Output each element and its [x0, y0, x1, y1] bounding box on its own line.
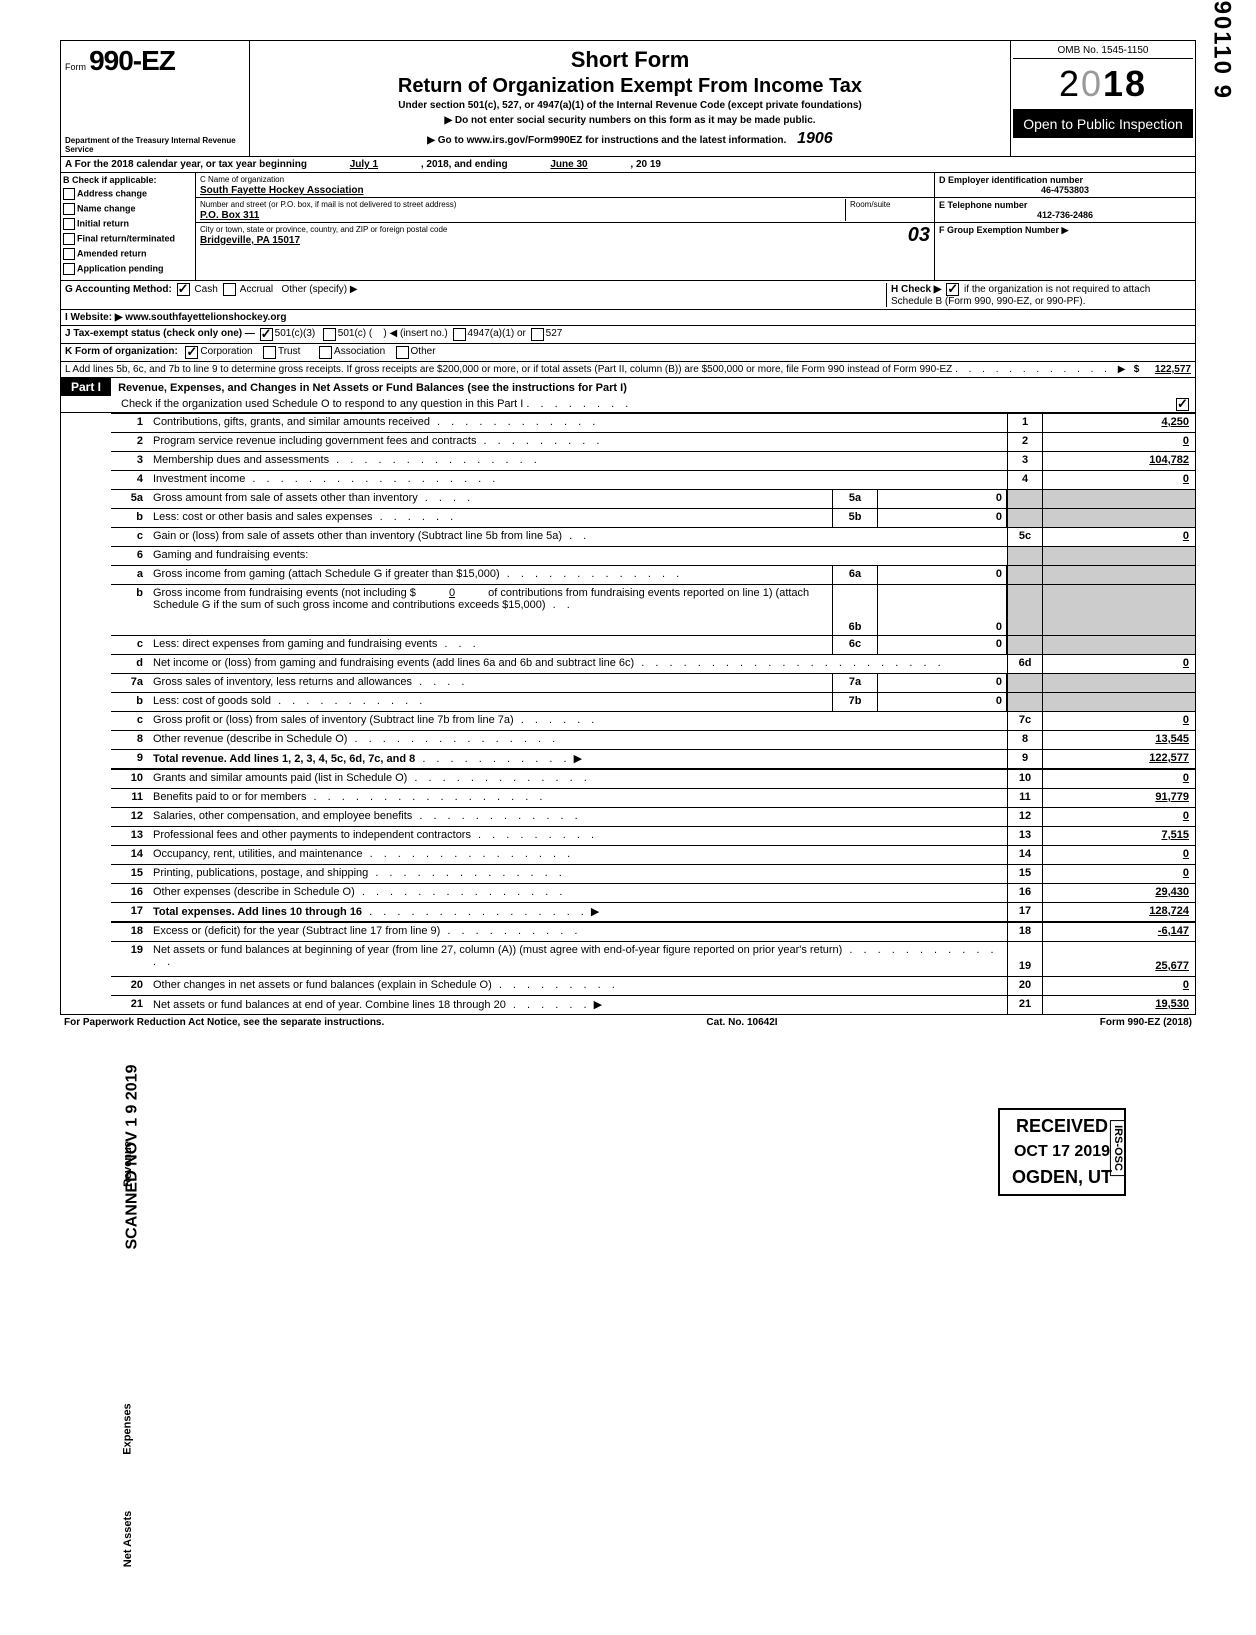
omb-number: OMB No. 1545-1150 — [1013, 43, 1193, 59]
section-bcd: B Check if applicable: Address change Na… — [60, 173, 1196, 281]
line-12: 12 Salaries, other compensation, and emp… — [111, 807, 1195, 826]
line-3: 3 Membership dues and assessments . . . … — [111, 451, 1195, 470]
line-18: 18 Excess or (deficit) for the year (Sub… — [111, 921, 1195, 941]
form-number: 990-EZ — [89, 45, 175, 76]
line-20: 20 Other changes in net assets or fund b… — [111, 976, 1195, 995]
col-b: B Check if applicable: Address change Na… — [61, 173, 196, 280]
row-a: A For the 2018 calendar year, or tax yea… — [60, 157, 1196, 173]
line-11: 11 Benefits paid to or for members . . .… — [111, 788, 1195, 807]
arrow1: ▶ Do not enter social security numbers o… — [260, 115, 1000, 126]
501c3-checkbox[interactable] — [260, 328, 273, 341]
line-7a: 7a Gross sales of inventory, less return… — [111, 673, 1195, 692]
line-7c: c Gross profit or (loss) from sales of i… — [111, 711, 1195, 730]
row-k: K Form of organization: Corporation Trus… — [60, 344, 1196, 362]
expenses-label: Expenses — [122, 1403, 134, 1454]
year-box: OMB No. 1545-1150 2018 Open to Public In… — [1011, 41, 1195, 156]
line-21: 21 Net assets or fund balances at end of… — [111, 995, 1195, 1014]
footer-right: Form 990-EZ (2018) — [1100, 1017, 1192, 1028]
row-g: G Accounting Method: Cash Accrual Other … — [60, 281, 1196, 310]
form-header: Form 990-EZ Department of the Treasury I… — [60, 40, 1196, 157]
vertical-code: 29492290110 9 — [1208, 0, 1236, 100]
row-i: I Website: ▶ www.southfayettelionshockey… — [60, 310, 1196, 326]
line-10: 10 Grants and similar amounts paid (list… — [111, 768, 1195, 788]
line-19: 19 Net assets or fund balances at beginn… — [111, 941, 1195, 976]
line-4: 4 Investment income . . . . . . . . . . … — [111, 470, 1195, 489]
row-l: L Add lines 5b, 6c, and 7b to line 9 to … — [60, 362, 1196, 378]
main-table: SCANNED NOV 1 9 2019 Revenue Expenses Ne… — [60, 378, 1196, 1015]
line-14: 14 Occupancy, rent, utilities, and maint… — [111, 845, 1195, 864]
line-1: 1 Contributions, gifts, grants, and simi… — [111, 413, 1195, 432]
subtitle: Under section 501(c), 527, or 4947(a)(1)… — [260, 100, 1000, 111]
revenue-label: Revenue — [122, 1141, 134, 1187]
part1-header: Part I Revenue, Expenses, and Changes in… — [60, 378, 1196, 413]
footer: For Paperwork Reduction Act Notice, see … — [60, 1015, 1196, 1030]
main-title: Return of Organization Exempt From Incom… — [260, 75, 1000, 98]
accrual-checkbox[interactable] — [223, 283, 236, 296]
line-6b: b Gross income from fundraising events (… — [111, 584, 1195, 635]
schedule-o-checkbox[interactable] — [1176, 398, 1189, 411]
line-5a: 5a Gross amount from sale of assets othe… — [111, 489, 1195, 508]
handwritten-03: 03 — [908, 224, 930, 247]
received-stamp: RECEIVED OCT 17 2019 OGDEN, UT IRS-OSC — [998, 1108, 1126, 1196]
title-box: Short Form Return of Organization Exempt… — [250, 41, 1011, 156]
527-checkbox[interactable] — [531, 328, 544, 341]
line-7b: b Less: cost of goods sold . . . . . . .… — [111, 692, 1195, 711]
corp-checkbox[interactable] — [185, 346, 198, 359]
col-def: D Employer identification number 46-4753… — [934, 173, 1195, 280]
tax-begin: July 1 — [350, 159, 378, 170]
4947-checkbox[interactable] — [453, 328, 466, 341]
dept-label: Department of the Treasury Internal Reve… — [65, 136, 249, 154]
footer-mid: Cat. No. 10642I — [706, 1017, 777, 1028]
line-17: 17 Total expenses. Add lines 10 through … — [111, 902, 1195, 921]
line-8: 8 Other revenue (describe in Schedule O)… — [111, 730, 1195, 749]
city: Bridgeville, PA 15017 — [200, 235, 300, 246]
line-6a: a Gross income from gaming (attach Sched… — [111, 565, 1195, 584]
line-5c: c Gain or (loss) from sale of assets oth… — [111, 527, 1195, 546]
street: P.O. Box 311 — [200, 210, 259, 221]
line-6c: c Less: direct expenses from gaming and … — [111, 635, 1195, 654]
h-checkbox[interactable] — [946, 283, 959, 296]
open-public: Open to Public Inspection — [1013, 110, 1193, 138]
line-16: 16 Other expenses (describe in Schedule … — [111, 883, 1195, 902]
line-6: 6 Gaming and fundraising events: — [111, 546, 1195, 565]
line-13: 13 Professional fees and other payments … — [111, 826, 1195, 845]
gross-receipts: 122,577 — [1155, 364, 1191, 375]
line-15: 15 Printing, publications, postage, and … — [111, 864, 1195, 883]
line-2: 2 Program service revenue including gove… — [111, 432, 1195, 451]
irs-osc: IRS-OSC — [1110, 1120, 1126, 1176]
arrow2: ▶ Go to www.irs.gov/Form990EZ for instru… — [260, 130, 1000, 148]
line-9: 9 Total revenue. Add lines 1, 2, 3, 4, 5… — [111, 749, 1195, 768]
col-c: C Name of organization South Fayette Hoc… — [196, 173, 934, 280]
assoc-checkbox[interactable] — [319, 346, 332, 359]
trust-checkbox[interactable] — [263, 346, 276, 359]
line-6d: d Net income or (loss) from gaming and f… — [111, 654, 1195, 673]
501c-checkbox[interactable] — [323, 328, 336, 341]
other-checkbox[interactable] — [396, 346, 409, 359]
form-prefix: Form — [65, 62, 86, 72]
org-name: South Fayette Hockey Association — [200, 185, 364, 196]
line-5b: b Less: cost or other basis and sales ex… — [111, 508, 1195, 527]
row-j: J Tax-exempt status (check only one) — 5… — [60, 326, 1196, 344]
cash-checkbox[interactable] — [177, 283, 190, 296]
handwritten-1906: 1906 — [797, 130, 833, 147]
website: www.southfayettelionshockey.org — [125, 312, 286, 323]
footer-left: For Paperwork Reduction Act Notice, see … — [64, 1017, 384, 1028]
netassets-label: Net Assets — [122, 1511, 134, 1567]
short-form-title: Short Form — [260, 47, 1000, 73]
ein: 46-4753803 — [939, 185, 1191, 195]
tax-year: 2018 — [1013, 59, 1193, 110]
phone: 412-736-2486 — [939, 210, 1191, 220]
form-number-box: Form 990-EZ Department of the Treasury I… — [61, 41, 250, 156]
tax-end: June 30 — [550, 159, 587, 170]
